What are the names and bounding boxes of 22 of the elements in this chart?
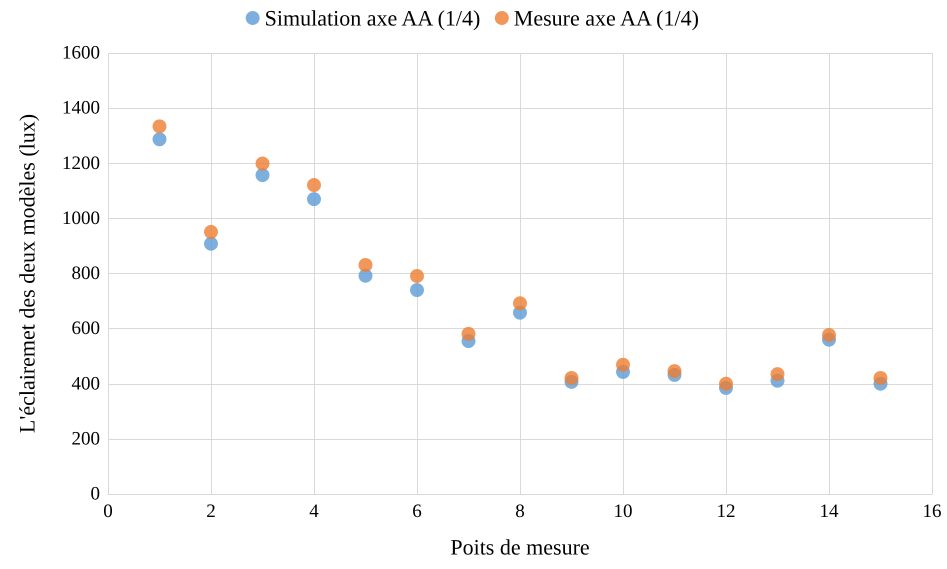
y-tick-label: 200 bbox=[72, 428, 100, 450]
y-tick-label: 600 bbox=[72, 318, 100, 340]
x-tick-label: 14 bbox=[820, 501, 839, 522]
y-tick-label: 0 bbox=[90, 484, 100, 504]
y-tick-label: 1200 bbox=[62, 152, 100, 174]
x-tick-label: 8 bbox=[515, 501, 525, 522]
x-tick-label: 16 bbox=[922, 501, 942, 522]
y-tick-label: 800 bbox=[72, 263, 100, 284]
y-tick-label: 400 bbox=[72, 373, 100, 394]
y-tick-label: 1600 bbox=[62, 42, 100, 64]
x-tick-label: 0 bbox=[103, 501, 113, 522]
y-tick-label: 1400 bbox=[62, 98, 100, 119]
x-tick-label: 6 bbox=[412, 501, 422, 522]
x-tick-label: 2 bbox=[206, 501, 216, 522]
x-tick-label: 4 bbox=[309, 501, 320, 522]
legend-label: Mesure axe AA (1/4) bbox=[514, 6, 699, 30]
y-tick-label: 1000 bbox=[62, 208, 100, 229]
y-axis-title: L'éclairemet des deux modèles (lux) bbox=[14, 114, 40, 434]
x-tick-label: 12 bbox=[716, 501, 736, 522]
legend-label: Simulation axe AA (1/4) bbox=[264, 6, 480, 30]
x-axis-title: Poits de mesure bbox=[450, 534, 590, 560]
x-tick-label: 10 bbox=[614, 501, 632, 522]
